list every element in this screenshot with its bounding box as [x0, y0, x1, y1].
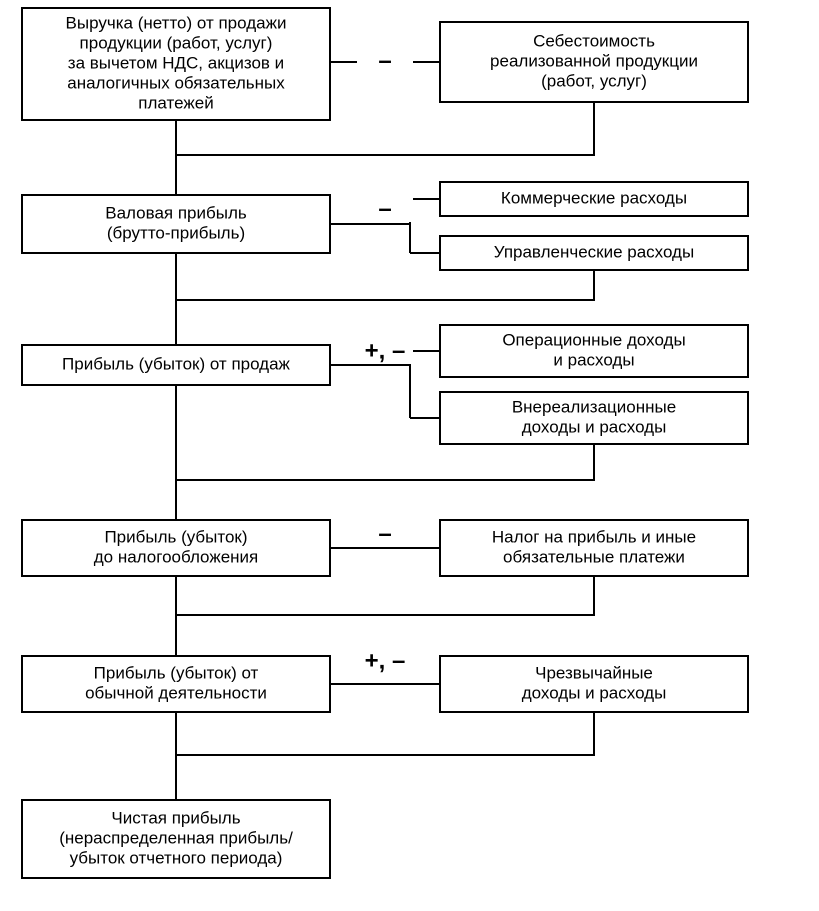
node-n5-line0: Управленческие расходы — [494, 242, 694, 261]
operator-op3: +, – — [365, 337, 406, 364]
node-n11-line0: Прибыль (убыток) от — [94, 663, 259, 682]
node-n12: Чрезвычайныедоходы и расходы — [440, 656, 748, 712]
operators: – – +, – – +, – — [357, 47, 413, 674]
node-n11: Прибыль (убыток) отобычной деятельности — [22, 656, 330, 712]
node-n6: Прибыль (убыток) от продаж — [22, 345, 330, 385]
node-n11-line1: обычной деятельности — [85, 683, 267, 702]
node-n10-line0: Налог на прибыль и иные — [492, 527, 696, 546]
operator-op5: +, – — [365, 647, 406, 674]
node-n8-line1: доходы и расходы — [522, 417, 667, 436]
node-n7-line0: Операционные доходы — [502, 330, 685, 349]
operator-op2: – — [378, 195, 391, 222]
node-n8: Внереализационныедоходы и расходы — [440, 392, 748, 444]
node-n13-line0: Чистая прибыль — [111, 808, 240, 827]
node-n1-line0: Выручка (нетто) от продажи — [66, 13, 287, 32]
connector-c9 — [176, 270, 594, 300]
node-n3: Валовая прибыль(брутто-прибыль) — [22, 195, 330, 253]
node-n8-line0: Внереализационные — [512, 397, 676, 416]
profit-flowchart: Выручка (нетто) от продажипродукции (раб… — [0, 0, 819, 911]
node-n13: Чистая прибыль(нераспределенная прибыль/… — [22, 800, 330, 878]
node-n1-line2: за вычетом НДС, акцизов и — [68, 53, 284, 72]
node-n2-line1: реализованной продукции — [490, 51, 698, 70]
node-n3-line0: Валовая прибыль — [105, 203, 247, 222]
node-n6-line0: Прибыль (убыток) от продаж — [62, 354, 291, 373]
node-n9: Прибыль (убыток)до налогообложения — [22, 520, 330, 576]
node-n13-line1: (нераспределенная прибыль/ — [59, 828, 293, 847]
node-n2-line2: (работ, услуг) — [541, 71, 647, 90]
node-n10: Налог на прибыль и иныеобязательные плат… — [440, 520, 748, 576]
node-n7-line1: и расходы — [553, 350, 634, 369]
node-n2-line0: Себестоимость — [533, 31, 655, 50]
node-n1-line3: аналогичных обязательных — [67, 73, 285, 92]
operator-op1: – — [378, 47, 391, 74]
node-n9-line1: до налогообложения — [94, 547, 259, 566]
operator-op4: – — [378, 520, 391, 547]
node-n13-line2: убыток отчетного периода) — [70, 848, 283, 867]
node-n12-line0: Чрезвычайные — [535, 663, 653, 682]
node-n5: Управленческие расходы — [440, 236, 748, 270]
node-n1-line1: продукции (работ, услуг) — [80, 33, 273, 52]
connector-c18 — [176, 576, 594, 615]
node-n1-line4: платежей — [138, 93, 213, 112]
node-n3-line1: (брутто-прибыль) — [107, 223, 245, 242]
nodes: Выручка (нетто) от продажипродукции (раб… — [22, 8, 748, 878]
node-n9-line0: Прибыль (убыток) — [104, 527, 247, 546]
node-n1: Выручка (нетто) от продажипродукции (раб… — [22, 8, 330, 120]
node-n2: Себестоимостьреализованной продукции(раб… — [440, 22, 748, 102]
node-n4-line0: Коммерческие расходы — [501, 188, 687, 207]
node-n4: Коммерческие расходы — [440, 182, 748, 216]
node-n7: Операционные доходыи расходы — [440, 325, 748, 377]
node-n12-line1: доходы и расходы — [522, 683, 667, 702]
connector-c21 — [176, 712, 594, 755]
connector-c15 — [176, 444, 594, 480]
node-n10-line1: обязательные платежи — [503, 547, 685, 566]
